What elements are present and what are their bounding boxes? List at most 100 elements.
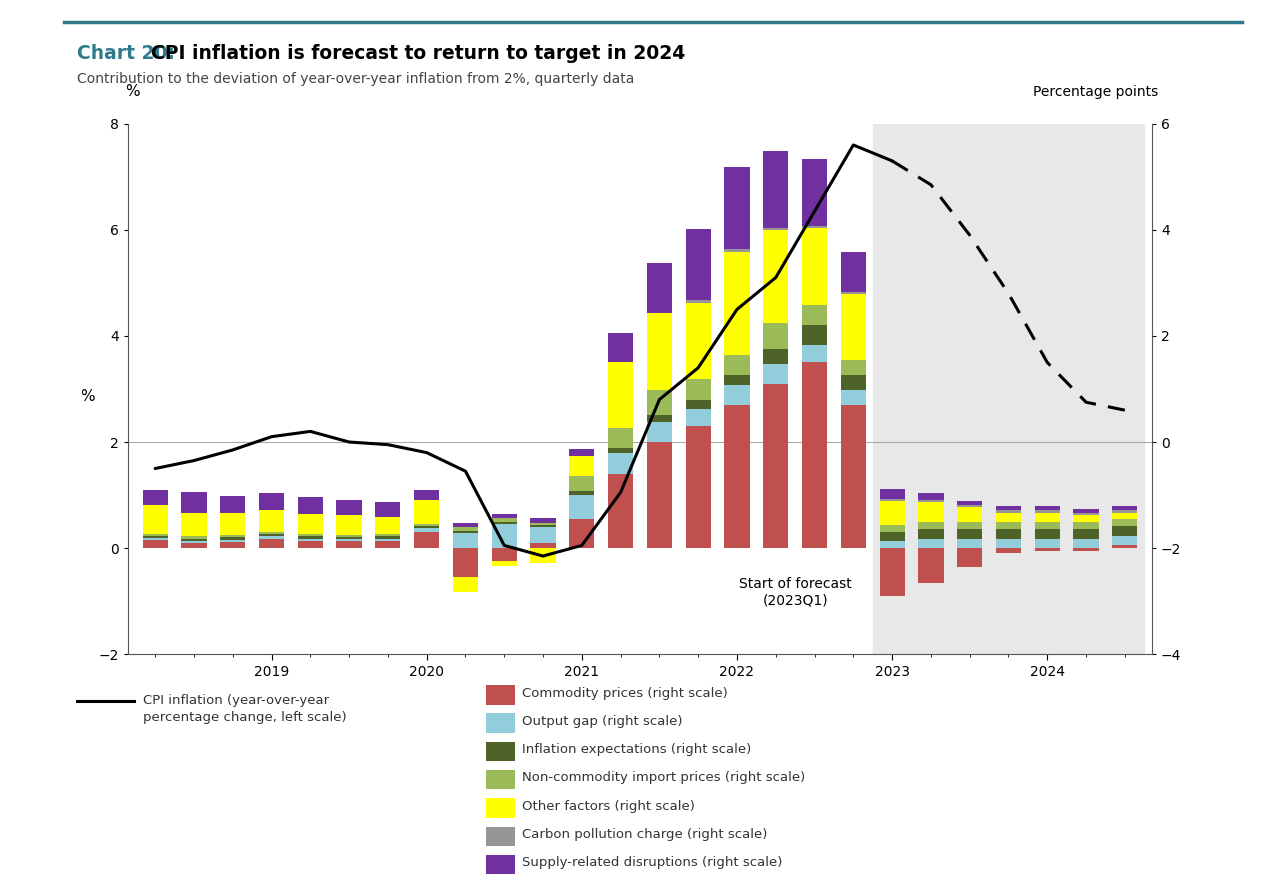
Bar bbox=[957, 538, 982, 548]
Bar bbox=[763, 348, 788, 363]
Bar bbox=[873, 124, 1144, 654]
Bar bbox=[1034, 507, 1060, 510]
Bar bbox=[803, 228, 827, 305]
Bar bbox=[530, 522, 556, 525]
Bar bbox=[375, 537, 401, 538]
Bar bbox=[918, 502, 943, 522]
Bar bbox=[1074, 522, 1098, 529]
Text: Commodity prices (right scale): Commodity prices (right scale) bbox=[522, 687, 728, 699]
Bar bbox=[879, 548, 905, 596]
Bar bbox=[337, 499, 362, 514]
Bar bbox=[182, 538, 206, 541]
Bar bbox=[492, 524, 517, 548]
Bar bbox=[724, 167, 750, 249]
FancyBboxPatch shape bbox=[486, 713, 515, 733]
Bar bbox=[298, 537, 323, 538]
Bar bbox=[763, 363, 788, 384]
Bar bbox=[957, 548, 982, 567]
Bar bbox=[298, 538, 323, 541]
Bar bbox=[492, 548, 517, 561]
Text: Carbon pollution charge (right scale): Carbon pollution charge (right scale) bbox=[522, 828, 768, 841]
Bar bbox=[182, 537, 206, 538]
Bar bbox=[1112, 545, 1138, 548]
Bar bbox=[1034, 522, 1060, 529]
Bar bbox=[608, 332, 634, 362]
Text: Supply-related disruptions (right scale): Supply-related disruptions (right scale) bbox=[522, 857, 782, 869]
Bar bbox=[646, 263, 672, 313]
Bar bbox=[686, 426, 710, 548]
Bar bbox=[957, 507, 982, 522]
Bar bbox=[220, 537, 246, 539]
Bar bbox=[413, 523, 439, 526]
Bar bbox=[453, 548, 477, 577]
Bar bbox=[724, 385, 750, 405]
Bar bbox=[957, 522, 982, 529]
Bar bbox=[879, 531, 905, 541]
Bar bbox=[375, 541, 401, 548]
Bar bbox=[803, 324, 827, 345]
Bar bbox=[1074, 529, 1098, 538]
Y-axis label: %: % bbox=[81, 389, 95, 404]
Bar bbox=[918, 493, 943, 499]
Bar bbox=[918, 522, 943, 529]
Bar bbox=[841, 390, 867, 405]
Bar bbox=[453, 577, 477, 592]
Bar bbox=[686, 409, 710, 426]
Bar bbox=[646, 313, 672, 390]
Bar bbox=[492, 518, 517, 522]
Bar bbox=[570, 449, 594, 456]
Bar bbox=[142, 505, 168, 534]
Bar bbox=[492, 522, 517, 524]
Bar bbox=[220, 536, 246, 537]
Bar bbox=[1074, 515, 1098, 522]
Bar bbox=[220, 496, 246, 513]
Text: Other factors (right scale): Other factors (right scale) bbox=[522, 800, 695, 812]
Bar bbox=[298, 534, 323, 537]
Bar bbox=[918, 538, 943, 548]
Bar bbox=[259, 534, 284, 537]
Text: Start of forecast
(2023Q1): Start of forecast (2023Q1) bbox=[739, 577, 851, 607]
Text: Output gap (right scale): Output gap (right scale) bbox=[522, 715, 682, 728]
Bar bbox=[413, 499, 439, 523]
Bar bbox=[724, 405, 750, 548]
Bar bbox=[337, 514, 362, 535]
Bar bbox=[996, 538, 1021, 548]
Bar bbox=[879, 489, 905, 499]
Bar bbox=[182, 543, 206, 548]
Bar bbox=[646, 422, 672, 442]
Text: Percentage points: Percentage points bbox=[1033, 85, 1158, 99]
Bar bbox=[724, 375, 750, 385]
Bar bbox=[879, 499, 905, 501]
Bar bbox=[841, 294, 867, 361]
Bar bbox=[996, 507, 1021, 510]
Bar bbox=[492, 561, 517, 566]
Bar bbox=[841, 405, 867, 548]
Bar bbox=[453, 527, 477, 531]
Bar bbox=[803, 159, 827, 225]
FancyBboxPatch shape bbox=[486, 827, 515, 846]
Bar bbox=[220, 513, 246, 536]
Bar bbox=[608, 453, 634, 474]
Bar bbox=[570, 519, 594, 548]
Text: %: % bbox=[125, 84, 140, 99]
Bar bbox=[298, 497, 323, 514]
FancyBboxPatch shape bbox=[486, 798, 515, 818]
Bar bbox=[879, 541, 905, 548]
Bar bbox=[1034, 548, 1060, 551]
Bar bbox=[803, 225, 827, 228]
Text: CPI inflation (year-over-year
percentage change, left scale): CPI inflation (year-over-year percentage… bbox=[143, 694, 347, 724]
Bar bbox=[879, 525, 905, 531]
Bar bbox=[1034, 510, 1060, 513]
Bar bbox=[1112, 536, 1138, 545]
Bar bbox=[413, 526, 439, 528]
Bar bbox=[957, 505, 982, 507]
Bar bbox=[453, 522, 477, 527]
FancyBboxPatch shape bbox=[486, 770, 515, 789]
Bar bbox=[841, 375, 867, 390]
Text: Contribution to the deviation of year-over-year inflation from 2%, quarterly dat: Contribution to the deviation of year-ov… bbox=[77, 72, 634, 87]
Bar bbox=[803, 362, 827, 548]
Bar bbox=[259, 537, 284, 538]
Bar bbox=[142, 538, 168, 540]
Bar bbox=[375, 538, 401, 541]
Bar bbox=[1112, 526, 1138, 536]
